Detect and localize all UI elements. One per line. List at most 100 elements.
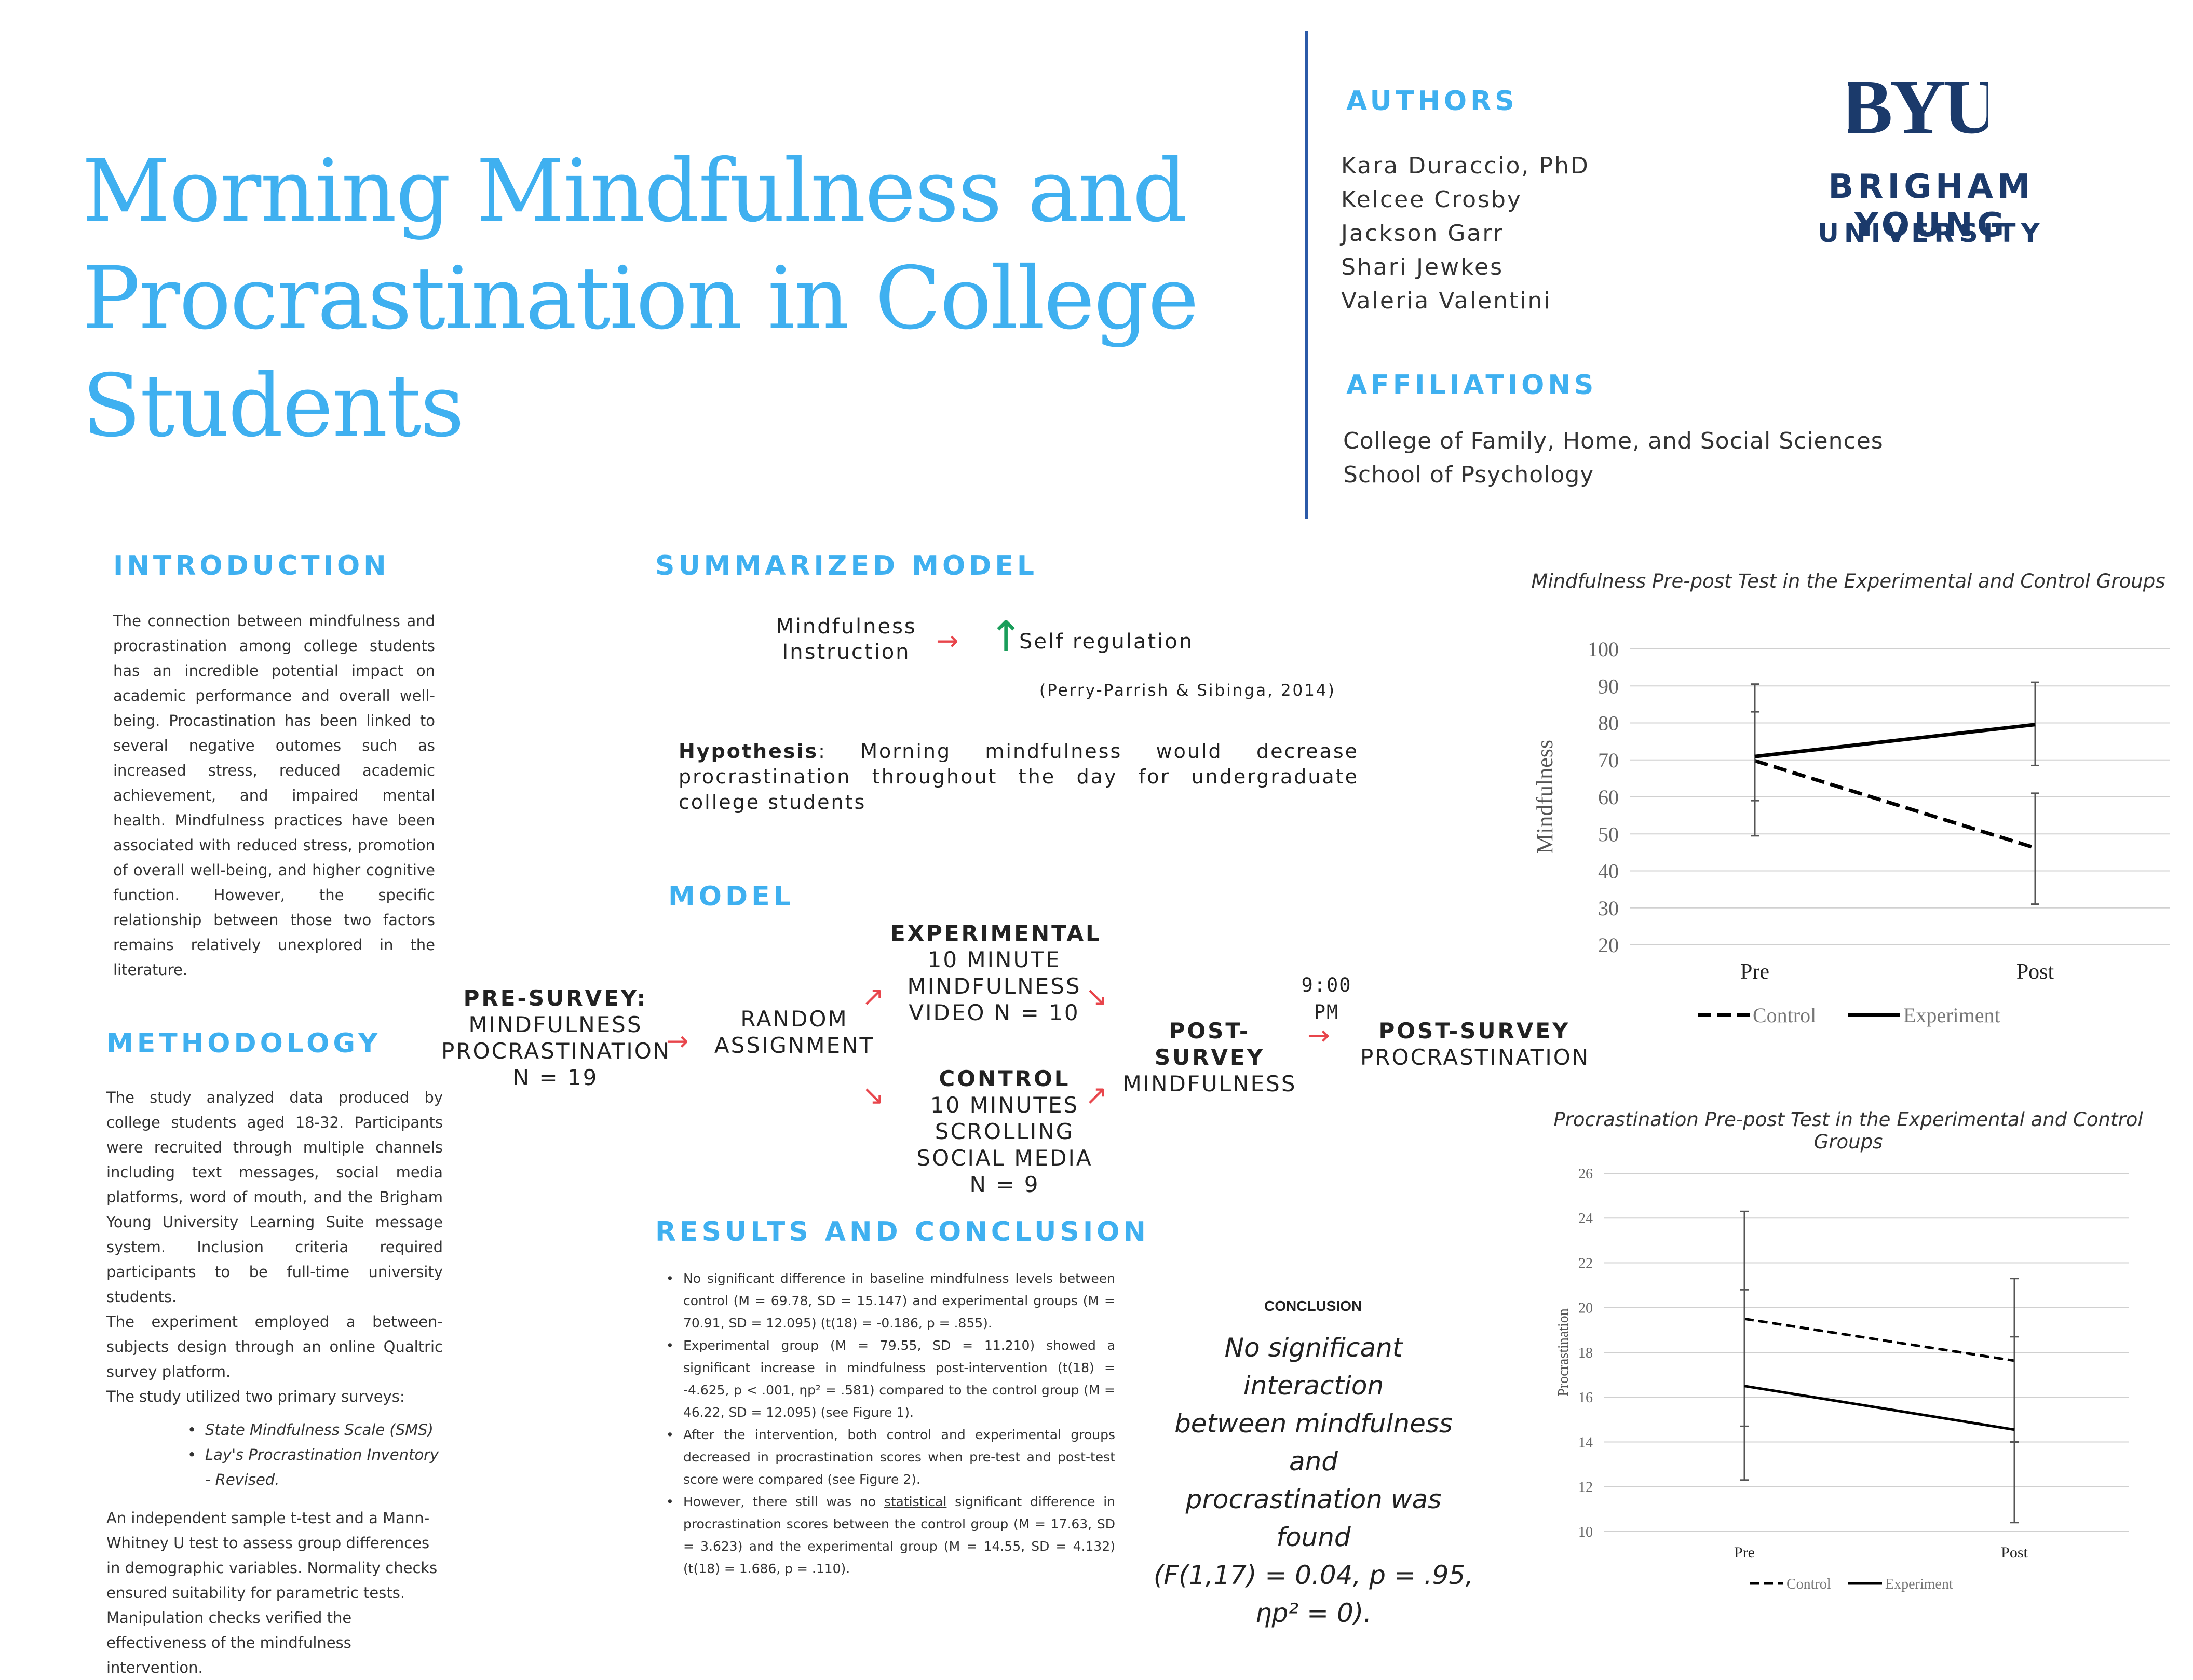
model-mindfulness-instruction: Mindfulness Instruction xyxy=(768,614,924,665)
y-tick-label: 18 xyxy=(1578,1345,1593,1361)
x-tick-label: Post xyxy=(2016,960,2054,984)
conclusion-line: (F(1,17) = 0.04, p = .95, xyxy=(1153,1560,1474,1590)
chart1-title: Mindfulness Pre-post Test in the Experim… xyxy=(1531,570,2165,592)
chart2-title: Procrastination Pre-post Test in the Exp… xyxy=(1553,1108,2143,1153)
y-tick-label: 20 xyxy=(1578,1300,1593,1317)
post-survey-line: PROCRASTINATION xyxy=(1360,1045,1590,1070)
introduction-text: The connection between mindfulness and p… xyxy=(113,612,435,979)
series-line-control xyxy=(1754,758,2036,850)
control-line: 10 MINUTES xyxy=(930,1092,1079,1118)
self-regulation-label: Self regulation xyxy=(1019,630,1194,654)
methodology-paragraph: The study utilized two primary surveys: xyxy=(106,1388,405,1405)
experimental-line: 10 MINUTE xyxy=(927,947,1061,972)
methodology-paragraph: The study analyzed data produced by coll… xyxy=(106,1089,443,1306)
affiliation-item: College of Family, Home, and Social Scie… xyxy=(1343,428,1884,454)
result-underlined: statistical xyxy=(884,1494,947,1509)
legend-label: Control xyxy=(1753,1004,1816,1027)
x-tick-label: Post xyxy=(2001,1544,2028,1561)
random-line: ASSIGNMENT xyxy=(714,1033,875,1058)
control-line: SOCIAL MEDIA xyxy=(916,1145,1093,1171)
flow-arrow-icon: → xyxy=(666,1026,689,1057)
y-tick-label: 30 xyxy=(1598,897,1619,920)
author-name: Valeria Valentini xyxy=(1341,288,1552,314)
survey-item: Lay's Procrastination Inventory - Revise… xyxy=(187,1442,443,1492)
conclusion-line: ηp² = 0). xyxy=(1255,1598,1372,1628)
result-bullet: Experimental group (M = 79.55, SD = 11.2… xyxy=(666,1334,1115,1424)
x-tick-label: Pre xyxy=(1734,1544,1755,1561)
y-axis-label: Mindfulness xyxy=(1532,740,1558,854)
hypothesis-text: : Morning mindfulness would decrease pro… xyxy=(679,740,1359,814)
y-tick-label: 22 xyxy=(1578,1255,1593,1271)
conclusion-heading: CONCLUSION xyxy=(1264,1298,1362,1314)
pre-survey-line: MINDFULNESS xyxy=(468,1012,643,1037)
experimental-line: VIDEO N = 10 xyxy=(909,1000,1080,1025)
y-tick-label: 20 xyxy=(1598,933,1619,957)
header-divider xyxy=(1305,31,1308,519)
y-tick-label: 100 xyxy=(1588,638,1619,661)
random-assignment-box: RANDOM ASSIGNMENT xyxy=(711,1006,877,1059)
time-label: 9:00 PM xyxy=(1298,972,1355,1026)
results-list: No significant difference in baseline mi… xyxy=(666,1267,1115,1580)
x-tick-label: Pre xyxy=(1740,960,1769,984)
poster-title: Morning Mindfulness and Procrastination … xyxy=(82,141,1199,456)
model-arrow-right-icon: → xyxy=(936,626,959,657)
methodology-paragraph: An independent sample t-test and a Mann-… xyxy=(106,1509,438,1676)
y-tick-label: 26 xyxy=(1578,1166,1593,1182)
hypothesis: Hypothesis: Morning mindfulness would de… xyxy=(679,739,1359,815)
author-name: Shari Jewkes xyxy=(1341,254,1504,280)
increase-arrow-icon: ↑ xyxy=(989,612,1024,660)
series-line-experiment xyxy=(1744,1385,2015,1431)
time-line: 9:00 xyxy=(1301,974,1352,996)
model-citation: (Perry-Parrish & Sibinga, 2014) xyxy=(1039,681,1336,700)
post-survey-title: POST-SURVEY xyxy=(1154,1018,1265,1070)
hypothesis-label: Hypothesis xyxy=(679,740,819,763)
author-name: Kelcee Crosby xyxy=(1341,186,1522,213)
authors-list: Kara Duraccio, PhD Kelcee Crosby Jackson… xyxy=(1341,149,1590,318)
byu-name-line1: BRIGHAM YOUNG xyxy=(1828,168,2035,245)
post-survey-mindfulness-box: POST-SURVEY MINDFULNESS xyxy=(1121,1018,1298,1097)
introduction-heading: INTRODUCTION xyxy=(113,550,390,581)
survey-item: State Mindfulness Scale (SMS) xyxy=(187,1417,443,1442)
random-line: RANDOM xyxy=(740,1006,848,1032)
experimental-line: MINDFULNESS xyxy=(907,973,1081,999)
conclusion-text: No significant interaction between mindf… xyxy=(1153,1329,1474,1632)
y-tick-label: 14 xyxy=(1578,1434,1593,1451)
post-survey-procrastination-box: POST-SURVEY PROCRASTINATION xyxy=(1360,1018,1589,1071)
y-tick-label: 12 xyxy=(1578,1480,1593,1496)
pre-survey-n: N = 19 xyxy=(512,1065,599,1090)
conclusion-line: procrastination was found xyxy=(1185,1484,1442,1552)
flow-arrow-down-icon: ↘ xyxy=(1085,981,1108,1012)
procrastination-chart: 26 24 22 20 18 16 14 12 10 Procrastination Pre Post… xyxy=(1555,1166,2129,1592)
pre-survey-line: PROCRASTINATION xyxy=(441,1038,671,1064)
author-name: Jackson Garr xyxy=(1341,220,1504,247)
time-line: PM xyxy=(1314,1001,1339,1023)
flow-arrow-down-icon: ↘ xyxy=(862,1080,885,1111)
affiliations-list: College of Family, Home, and Social Scie… xyxy=(1343,424,1884,492)
y-axis-label: Procrastination xyxy=(1555,1308,1572,1397)
instruction-line1: Mindfulness xyxy=(776,615,917,639)
y-tick-label: 24 xyxy=(1578,1211,1593,1227)
control-line: SCROLLING xyxy=(935,1119,1075,1144)
post-survey-title: POST-SURVEY xyxy=(1378,1018,1571,1044)
byu-name-line2: UNIVERSITY xyxy=(1818,218,2045,248)
pre-survey-title: PRE-SURVEY: xyxy=(463,985,648,1011)
y-tick-label: 90 xyxy=(1598,674,1619,698)
methodology-body: The study analyzed data produced by coll… xyxy=(106,1085,443,1680)
author-name: Kara Duraccio, PhD xyxy=(1341,153,1590,179)
model-heading: MODEL xyxy=(668,881,794,912)
control-title: CONTROL xyxy=(939,1066,1071,1091)
authors-heading: AUTHORS xyxy=(1346,86,1518,117)
flow-arrow-up-icon: ↗ xyxy=(862,981,885,1012)
result-bullet: No significant difference in baseline mi… xyxy=(666,1267,1115,1334)
series-line-control xyxy=(1744,1317,2015,1362)
y-tick-label: 70 xyxy=(1598,749,1619,772)
results-heading: RESULTS AND CONCLUSION xyxy=(655,1216,1149,1248)
survey-list: State Mindfulness Scale (SMS) Lay's Proc… xyxy=(187,1417,443,1492)
result-bullet: After the intervention, both control and… xyxy=(666,1424,1115,1491)
affiliations-heading: AFFILIATIONS xyxy=(1346,370,1598,401)
experimental-box: EXPERIMENTAL 10 MINUTE MINDFULNESS VIDEO… xyxy=(890,920,1100,1026)
conclusion-line: between mindfulness and xyxy=(1174,1408,1453,1476)
conclusion-line: No significant interaction xyxy=(1224,1333,1403,1401)
flow-arrow-icon: → xyxy=(1307,1020,1330,1051)
result-text: However, there still was no xyxy=(683,1494,884,1509)
